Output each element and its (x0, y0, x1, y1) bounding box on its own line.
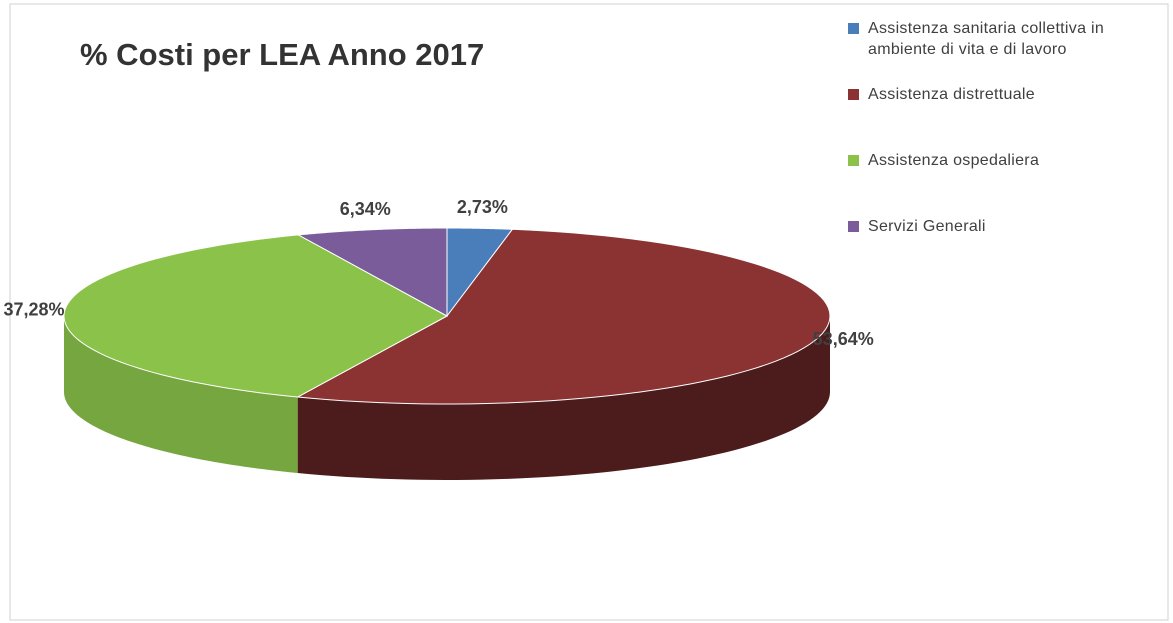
data-label: 53,64% (813, 329, 874, 349)
data-label: 37,28% (3, 300, 64, 320)
legend-swatch (848, 155, 859, 166)
legend-label: Assistenza ospedaliera (868, 152, 1040, 169)
legend-item: Assistenza sanitaria collettiva in ambie… (848, 18, 1148, 84)
legend-swatch (848, 89, 859, 100)
slice (296, 227, 448, 317)
slice-side (64, 316, 298, 474)
legend-item: Assistenza ospedaliera (848, 150, 1148, 216)
legend-item: Servizi Generali (848, 216, 1148, 282)
legend-swatch (848, 221, 859, 232)
legend-label: Assistenza distrettuale (868, 86, 1035, 103)
slice (295, 228, 831, 405)
legend-label: Servizi Generali (868, 218, 986, 235)
chart-title: % Costi per LEA Anno 2017 (80, 37, 484, 72)
slice (63, 234, 449, 398)
slice-side (297, 316, 830, 480)
data-label: 2,73% (457, 197, 508, 217)
legend: Assistenza sanitaria collettiva in ambie… (848, 18, 1148, 282)
data-label: 6,34% (340, 199, 391, 219)
legend-item: Assistenza distrettuale (848, 84, 1148, 150)
pie: 2,73% 53,64% 37,28% 6,34% (3, 197, 874, 480)
legend-swatch (848, 23, 859, 34)
legend-label: Assistenza sanitaria collettiva in ambie… (868, 20, 1105, 58)
